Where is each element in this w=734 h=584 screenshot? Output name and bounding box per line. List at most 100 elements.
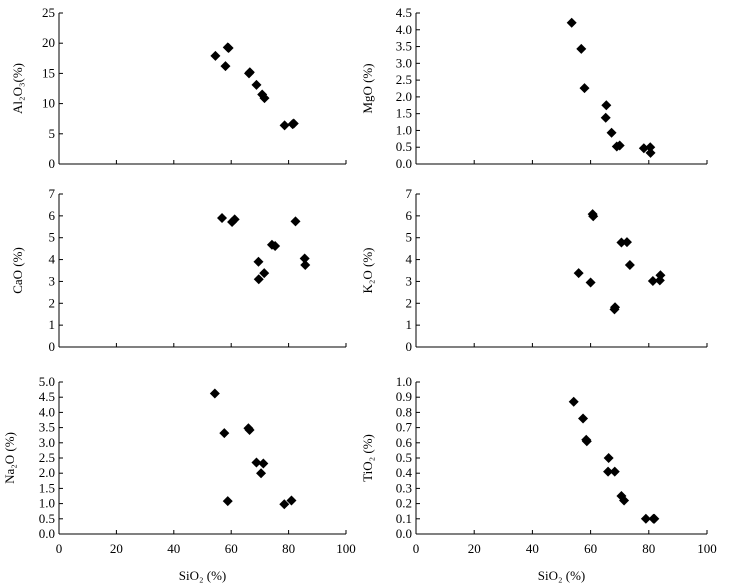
scatter-panel: 0.00.51.01.52.02.53.03.54.04.55.0 0 20 40 60…: [2, 374, 356, 583]
data-point-diamond: [270, 241, 281, 252]
data-point-diamond: [568, 396, 579, 407]
y-tick-label: 2.5: [396, 72, 412, 87]
y-tick-label: 3.0: [39, 435, 55, 450]
data-point-diamond: [251, 457, 262, 468]
y-tick-label: 7: [406, 186, 413, 201]
y-tick-label: 0: [406, 339, 413, 354]
y-tick-label: 2.5: [39, 450, 55, 465]
y-tick-label: 1.5: [396, 106, 412, 121]
y-tick-label: 2: [49, 295, 56, 310]
y-tick-label: 1: [406, 317, 413, 332]
data-point-diamond: [576, 43, 587, 54]
data-point-diamond: [256, 468, 267, 479]
data-point-diamond: [603, 466, 614, 477]
scatter-panel: 0 1 2 3 4 5 6 7 CaO (%): [10, 186, 347, 354]
y-tick-label: 0: [49, 339, 56, 354]
data-point-diamond: [638, 143, 649, 154]
data-point-diamond: [244, 425, 255, 436]
y-tick-label: 0.9: [396, 389, 412, 404]
x-tick-label: 40: [526, 541, 539, 556]
y-tick-label: 1.5: [39, 480, 55, 495]
y-axis-title: CaO (%): [10, 247, 25, 294]
y-tick-label: 0.5: [396, 139, 412, 154]
x-tick-label: 40: [167, 541, 180, 556]
y-tick-label: 3.0: [396, 55, 412, 70]
x-tick-label: 20: [110, 541, 123, 556]
y-tick-label: 0.2: [396, 496, 412, 511]
y-tick-label: 6: [406, 208, 413, 223]
data-point-diamond: [253, 274, 264, 285]
x-tick-label: 100: [336, 541, 356, 556]
data-point-diamond: [614, 140, 625, 151]
y-tick-label: 0.1: [396, 511, 412, 526]
y-tick-label: 0.0: [39, 526, 55, 541]
y-tick-label: 0.0: [396, 526, 412, 541]
y-tick-label: 4: [406, 252, 413, 267]
data-point-diamond: [601, 100, 612, 111]
data-point-diamond: [251, 79, 262, 90]
y-tick-label: 0.5: [396, 450, 412, 465]
data-point-diamond: [220, 61, 231, 72]
x-tick-label: 20: [468, 541, 481, 556]
y-tick-label: 5: [49, 230, 56, 245]
data-point-diamond: [616, 237, 627, 248]
y-axis-title: TiO₂ (%): [360, 434, 375, 482]
y-tick-label: 0.8: [396, 404, 412, 419]
data-point-diamond: [588, 211, 599, 222]
y-tick-label: 2: [406, 295, 413, 310]
data-point-diamond: [210, 50, 221, 61]
data-point-diamond: [619, 495, 630, 506]
data-point-diamond: [219, 428, 230, 439]
y-tick-label: 0.0: [396, 156, 412, 171]
data-point-diamond: [209, 388, 220, 399]
y-tick-label: 4: [49, 252, 56, 267]
y-tick-label: 2.0: [39, 465, 55, 480]
data-point-diamond: [579, 83, 590, 94]
data-point-diamond: [610, 302, 621, 313]
y-tick-label: 0.3: [396, 480, 412, 495]
y-tick-label: 3: [49, 273, 56, 288]
data-point-diamond: [286, 495, 297, 506]
data-point-diamond: [573, 268, 584, 279]
data-point-diamond: [300, 260, 311, 271]
y-tick-label: 0: [49, 156, 56, 171]
y-tick-label: 3.5: [396, 39, 412, 54]
y-axis-title: K₂O (%): [360, 247, 375, 293]
scatter-panel: 0.0 0.5 1.01.5 2.0 2.5 3.03.5 4.0 4.5 MgO (%): [360, 5, 708, 171]
data-point-diamond: [645, 147, 656, 158]
data-point-diamond: [600, 112, 611, 123]
data-point-diamond: [581, 436, 592, 447]
data-point-diamond: [609, 466, 620, 477]
data-point-diamond: [649, 513, 660, 524]
x-tick-label: 80: [642, 541, 655, 556]
y-tick-label: 25: [42, 5, 55, 20]
data-point-diamond: [655, 270, 666, 281]
y-tick-label: 6: [49, 208, 56, 223]
y-tick-label: 4.5: [39, 389, 55, 404]
data-point-diamond: [290, 216, 301, 227]
y-tick-label: 20: [42, 35, 55, 50]
data-point-diamond: [279, 499, 290, 510]
y-tick-label: 3.5: [39, 420, 55, 435]
data-point-diamond: [578, 413, 589, 424]
data-point-diamond: [645, 142, 656, 153]
data-point-diamond: [222, 496, 233, 507]
x-tick-label: 80: [282, 541, 295, 556]
y-tick-label: 5: [49, 126, 56, 141]
data-point-diamond: [223, 43, 234, 54]
y-tick-label: 4.0: [39, 404, 55, 419]
y-tick-label: 1.0: [39, 496, 55, 511]
data-point-diamond: [217, 213, 228, 224]
scatter-panel: 0.00.10.20.30.40.50.60.70.80.91.0 0 20 40 60…: [360, 374, 717, 583]
y-tick-label: 0.6: [396, 435, 413, 450]
data-point-diamond: [253, 256, 264, 267]
data-point-diamond: [621, 237, 632, 248]
x-tick-label: 0: [413, 541, 420, 556]
data-point-diamond: [279, 120, 290, 131]
y-tick-label: 1.0: [396, 122, 412, 137]
y-tick-label: 10: [42, 96, 55, 111]
x-tick-label: 60: [225, 541, 238, 556]
x-axis-title: SiO₂ (%): [179, 568, 227, 583]
data-point-diamond: [566, 17, 577, 28]
